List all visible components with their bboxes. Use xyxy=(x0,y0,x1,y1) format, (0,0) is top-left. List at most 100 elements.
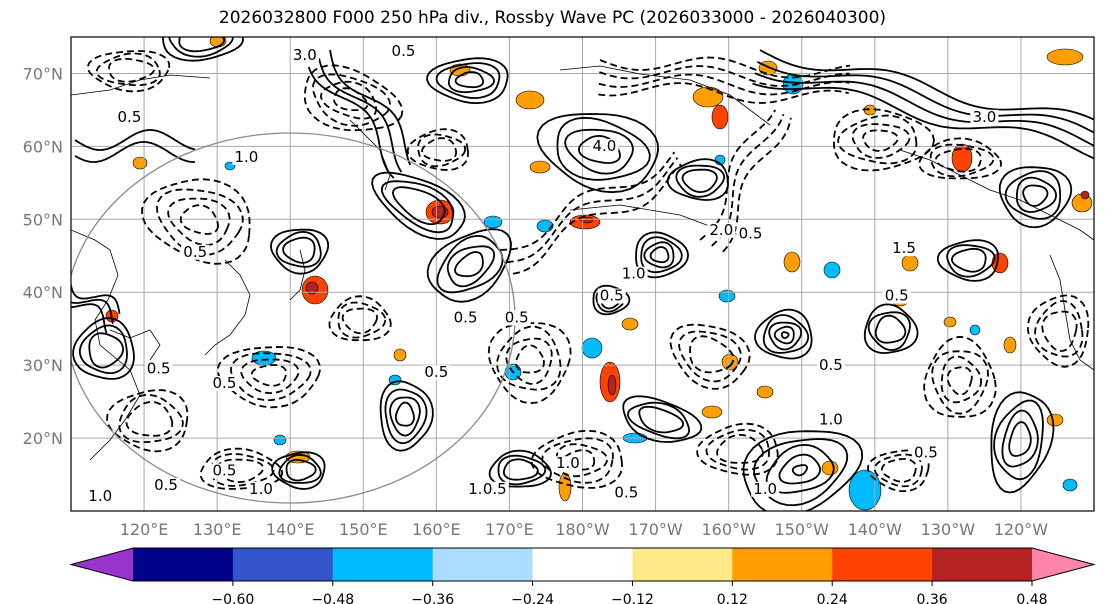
contour-label: 0.5 xyxy=(424,363,448,381)
contour-positive xyxy=(635,231,690,279)
contour-label-bg xyxy=(86,489,115,505)
contour-positive xyxy=(379,380,434,452)
colorbar-tick-label: −0.48 xyxy=(311,592,354,604)
contour-positive xyxy=(622,395,703,443)
colorbar-segment xyxy=(532,548,633,581)
contour-positive xyxy=(380,180,455,234)
contour-label-bg xyxy=(480,481,509,497)
divergence-patch xyxy=(969,324,981,336)
divergence-patch xyxy=(756,385,774,399)
contour-negative xyxy=(1026,294,1090,368)
lon-tick-label: 130°W xyxy=(921,520,976,539)
contour-label-bg xyxy=(882,288,911,304)
coastline xyxy=(559,65,771,126)
contour-positive xyxy=(1022,184,1049,207)
contour-positive xyxy=(74,141,195,163)
contour-label: 0.5 xyxy=(118,108,142,126)
contour-negative xyxy=(250,364,287,387)
contour-negative xyxy=(1041,310,1078,352)
contour-label: 1.0 xyxy=(88,487,112,505)
contour-negative xyxy=(541,437,614,484)
lon-tick-label: 130°E xyxy=(193,520,242,539)
contour-positive xyxy=(389,396,421,437)
contour-negative xyxy=(312,73,392,127)
contour-positive xyxy=(271,451,326,490)
contour-positive xyxy=(426,228,512,303)
lat-tick-label: 20°N xyxy=(23,429,63,448)
contour-positive xyxy=(759,49,1094,121)
coastline xyxy=(71,229,141,461)
contour-positive xyxy=(1001,409,1039,468)
contour-negative xyxy=(512,163,682,275)
colorbar-segment xyxy=(832,548,933,581)
map-frame xyxy=(70,36,1095,512)
contour-label-bg xyxy=(970,109,999,125)
contour-negative xyxy=(106,389,189,453)
contour-negative xyxy=(216,346,321,409)
contour-negative xyxy=(179,204,220,235)
contour-label-bg xyxy=(590,139,619,155)
contour-negative xyxy=(669,323,751,390)
contour-positive xyxy=(168,37,234,58)
colorbar-tick-label: −0.24 xyxy=(511,592,554,604)
contour-negative xyxy=(1034,300,1084,358)
lat-tick-label: 30°N xyxy=(23,356,63,375)
contour-negative xyxy=(555,443,609,478)
divergence-patch xyxy=(1080,190,1090,200)
contour-label-bg xyxy=(246,481,275,497)
contour-negative xyxy=(95,52,161,86)
contour-label: 0.5 xyxy=(914,443,938,461)
contour-label: 0.5 xyxy=(614,483,638,501)
contour-negative xyxy=(696,422,779,476)
divergence-patch xyxy=(823,261,841,279)
contour-positive xyxy=(765,443,835,494)
divergence-patch xyxy=(711,104,729,130)
contour-negative xyxy=(118,394,184,443)
contour-negative xyxy=(506,157,679,264)
colorbar-segment xyxy=(732,548,833,581)
contour-label: 1.0 xyxy=(556,454,580,472)
lat-tick-label: 60°N xyxy=(23,137,63,156)
lon-tick-label: 140°W xyxy=(848,520,903,539)
map-title: 2026032800 F000 250 hPa div., Rossby Wav… xyxy=(218,8,887,28)
contour-label-bg xyxy=(736,226,765,242)
contour-positive xyxy=(638,405,685,434)
contour-positive xyxy=(503,458,539,481)
lat-tick-label: 50°N xyxy=(23,210,63,229)
contour-negative xyxy=(530,429,623,489)
contour-negative xyxy=(862,129,899,152)
contour-negative xyxy=(108,57,156,83)
divergence-patch xyxy=(1062,478,1078,492)
divergence-patch xyxy=(848,469,882,511)
contour-positive xyxy=(435,62,501,100)
contour-label-bg xyxy=(619,266,648,282)
divergence-patch xyxy=(305,281,319,295)
contour-negative xyxy=(946,366,973,396)
coastline xyxy=(71,74,211,96)
contour-label-bg xyxy=(290,47,319,63)
colorbar-segment xyxy=(432,548,534,581)
lon-tick-label: 170°E xyxy=(485,520,534,539)
contour-label: 4.0 xyxy=(592,137,616,155)
latitude-labels: 70°N 60°N 50°N 40°N 30°N 20°N xyxy=(23,64,63,448)
divergence-patch xyxy=(1003,336,1017,354)
divergence-patch xyxy=(692,86,724,108)
contour-label-bg xyxy=(422,365,451,381)
contour-label-bg xyxy=(597,288,626,304)
contour-positive xyxy=(778,453,822,485)
colorbar-segment xyxy=(332,548,434,581)
colorbar-tick-label: 0.36 xyxy=(917,592,948,604)
contour-positive xyxy=(867,311,911,351)
contour-positive xyxy=(436,234,504,294)
contour-label-bg xyxy=(707,222,736,238)
colorbar: −0.60 −0.48 −0.36 −0.24 −0.12 0.12 0.24 0.36 0.4… xyxy=(69,547,1096,604)
coastlines xyxy=(71,65,1094,461)
colorbar-extend-max xyxy=(1032,548,1094,581)
contour-negative xyxy=(599,56,851,79)
colorbar-tick-label: −0.36 xyxy=(411,592,454,604)
contour-label-bg xyxy=(612,485,641,501)
divergence-patch xyxy=(1046,48,1084,66)
lon-tick-label: 150°W xyxy=(775,520,830,539)
contour-negative xyxy=(406,128,469,171)
